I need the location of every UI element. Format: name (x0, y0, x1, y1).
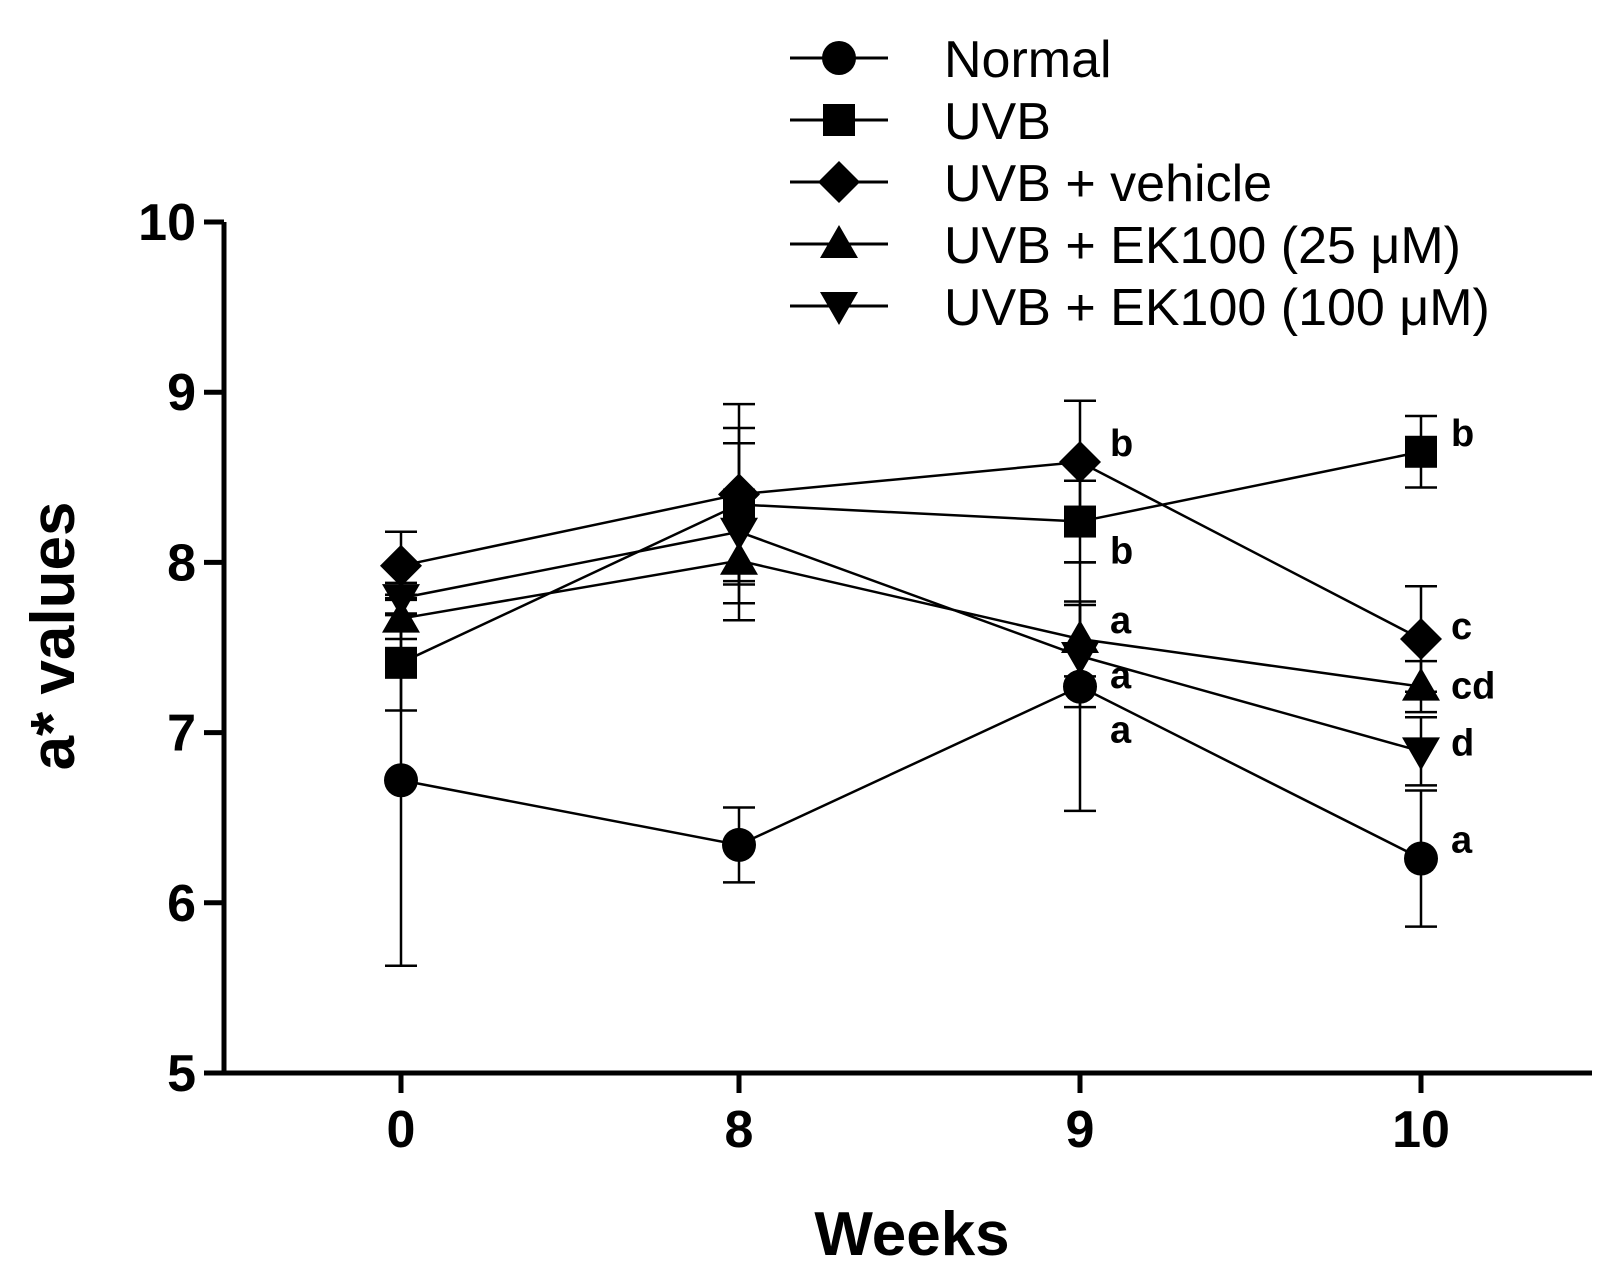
y-tick-label: 5 (167, 1045, 196, 1103)
legend-marker (820, 225, 858, 258)
legend-label: UVB + EK100 (100 μM) (944, 279, 1490, 337)
legend-marker (823, 104, 855, 136)
data-point (1404, 841, 1438, 876)
data-point (382, 584, 420, 618)
axes-layer: 5 6 7 8 9 10 0 8 9 10 (138, 194, 1592, 1159)
significance-label: b (1451, 413, 1474, 455)
significance-label: cd (1451, 666, 1495, 708)
significance-label: b (1110, 531, 1133, 573)
series-triangle-down: ad (382, 442, 1474, 787)
legend-item: UVB + EK100 (100 μM) (790, 279, 1490, 337)
series-triangle-up: a cd (382, 516, 1495, 714)
x-tick-label: 9 (1066, 1101, 1095, 1159)
data-point (1059, 440, 1101, 483)
legend-item: UVB + vehicle (790, 155, 1272, 213)
data-point (1402, 737, 1440, 771)
series-diamond: bc (380, 399, 1472, 694)
data-point (720, 517, 758, 551)
series-line (400, 685, 1422, 860)
data-point (1402, 667, 1440, 701)
legend-marker (818, 161, 860, 203)
y-tick-label: 7 (167, 705, 196, 763)
x-axis-title: Weeks (814, 1200, 1009, 1269)
legend-marker (820, 292, 858, 325)
legend-label: UVB + vehicle (944, 155, 1272, 213)
series-line (400, 450, 1422, 664)
significance-label: d (1451, 722, 1474, 764)
legend-label: Normal (944, 31, 1112, 89)
significance-label: c (1451, 606, 1472, 648)
data-point (385, 646, 417, 679)
x-tick-label: 0 (387, 1101, 416, 1159)
significance-label: a (1110, 600, 1132, 642)
series-line (400, 530, 1422, 753)
y-tick-label: 6 (167, 875, 196, 933)
data-point (722, 827, 756, 862)
data-point (1400, 617, 1442, 660)
legend-label: UVB + EK100 (25 μM) (944, 217, 1461, 275)
data-point (1061, 642, 1099, 676)
data-point (384, 763, 418, 798)
series-square: bb (385, 413, 1474, 712)
legend-label: UVB (944, 93, 1051, 151)
significance-label: a (1451, 820, 1473, 862)
significance-label: b (1110, 423, 1133, 465)
y-tick-label: 8 (167, 534, 196, 592)
legend-item: UVB + EK100 (25 μM) (790, 217, 1461, 275)
y-tick-label: 10 (138, 194, 196, 252)
significance-label: a (1110, 655, 1132, 697)
legend-item: Normal (790, 31, 1112, 89)
data-point (1405, 435, 1437, 468)
y-tick-label: 9 (167, 364, 196, 422)
x-tick-label: 10 (1392, 1101, 1450, 1159)
series-circle: aa (384, 561, 1473, 968)
series-line (400, 460, 1422, 641)
series-line (400, 559, 1422, 688)
legend-item: UVB (790, 93, 1051, 151)
y-axis-title: a* values (19, 502, 88, 771)
data-point (380, 544, 422, 587)
x-tick-label: 8 (725, 1101, 754, 1159)
legend-marker (822, 41, 856, 75)
significance-label: a (1110, 710, 1132, 752)
